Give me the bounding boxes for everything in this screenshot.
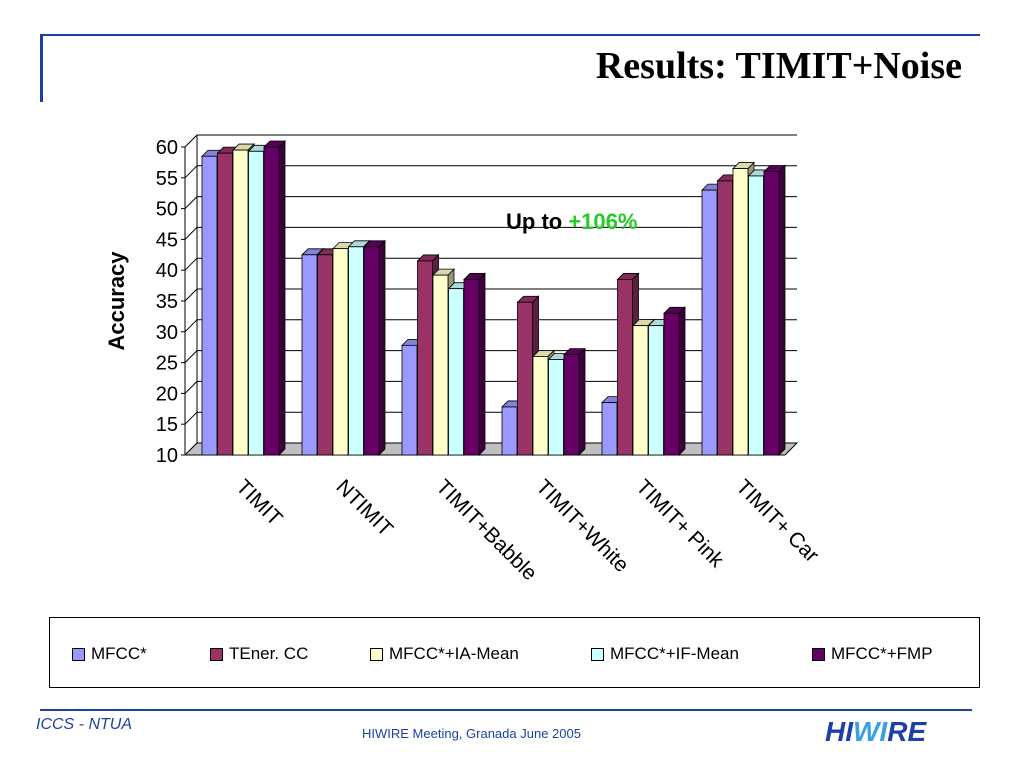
gridline-side xyxy=(184,319,198,333)
y-tick-label: 35 xyxy=(156,291,178,313)
bar-side xyxy=(778,164,786,456)
x-tick-label: TIMIT+White xyxy=(531,475,633,577)
legend-label: TEner. CC xyxy=(229,644,309,663)
y-tick-label: 40 xyxy=(156,260,178,282)
bar xyxy=(417,260,433,456)
bar xyxy=(301,254,318,456)
y-tick-label: 30 xyxy=(156,322,178,344)
legend-swatch xyxy=(370,647,383,661)
bar xyxy=(763,171,780,456)
gridline-side xyxy=(184,288,198,302)
bar xyxy=(663,312,680,456)
bar xyxy=(632,325,649,456)
bar xyxy=(217,152,233,456)
y-tick-label: 20 xyxy=(156,383,178,405)
bar xyxy=(463,279,480,456)
bar-side xyxy=(478,272,486,456)
bar xyxy=(617,279,633,456)
bar xyxy=(648,325,664,456)
y-tick-label: 10 xyxy=(156,445,178,467)
bar xyxy=(532,356,549,456)
y-axis-label: Accuracy xyxy=(104,251,129,351)
bar xyxy=(748,175,764,456)
legend-item: MFCC*+FMP xyxy=(812,644,933,664)
annotation-prefix: Up to xyxy=(506,209,568,234)
bar xyxy=(548,359,564,456)
legend-item: TEner. CC xyxy=(210,644,308,664)
bar xyxy=(317,254,333,456)
x-tick-label: TIMIT+ Car xyxy=(731,475,823,567)
y-tick-label: 15 xyxy=(156,414,178,436)
gridline-side xyxy=(184,134,198,148)
bar xyxy=(232,149,249,456)
bar xyxy=(717,180,733,456)
bar xyxy=(248,150,264,456)
title-frame-top-line xyxy=(42,34,980,36)
footer-divider xyxy=(40,709,972,711)
footer-meeting: HIWIRE Meeting, Granada June 2005 xyxy=(362,726,581,741)
bar-side xyxy=(678,306,686,456)
gridline-side xyxy=(184,381,198,394)
gridline-side xyxy=(184,350,198,363)
bar xyxy=(401,344,418,456)
bar xyxy=(517,301,533,456)
bar xyxy=(448,288,464,456)
chart-annotation: Up to +106% xyxy=(506,209,637,234)
bar xyxy=(701,189,718,456)
footer-organization: ICCS - NTUA xyxy=(36,716,132,733)
x-tick-label: NTIMIT xyxy=(331,475,397,541)
chart-legend: MFCC* TEner. CC MFCC*+IA-Mean MFCC*+IF-Mean… xyxy=(49,617,980,688)
legend-swatch xyxy=(210,647,223,661)
bar-chart: 10 15 20 25 30 35 40 45 50 55 60 Accuracy TIMIT NTIMI… xyxy=(104,134,823,585)
legend-label: MFCC*+IF-Mean xyxy=(610,644,739,663)
bar xyxy=(363,246,380,456)
x-tick-label: TIMIT xyxy=(231,475,286,530)
bar xyxy=(332,248,349,456)
legend-item: MFCC* xyxy=(72,644,147,664)
y-tick-label: 60 xyxy=(156,137,178,159)
legend-item: MFCC*+IA-Mean xyxy=(370,644,519,664)
y-tick-label: 55 xyxy=(156,168,178,190)
y-tick-label: 25 xyxy=(156,353,178,375)
slide-title: Results: TIMIT+Noise xyxy=(595,45,962,87)
gridline-side xyxy=(184,411,198,425)
annotation-highlight: +106% xyxy=(568,209,637,234)
bar xyxy=(348,246,364,456)
bar xyxy=(601,402,618,456)
bar-side xyxy=(278,140,286,456)
legend-item: MFCC*+IF-Mean xyxy=(591,644,739,664)
bar xyxy=(501,406,518,456)
legend-label: MFCC*+FMP xyxy=(831,644,933,663)
bar xyxy=(201,155,218,456)
hiwire-logo: HIWIRE xyxy=(825,716,927,747)
legend-swatch xyxy=(591,647,604,661)
gridline-side xyxy=(184,165,198,179)
gridline-side xyxy=(184,227,198,240)
bar xyxy=(263,146,280,456)
gridline-side xyxy=(184,257,198,271)
gridline-side xyxy=(184,196,198,209)
bar xyxy=(563,354,580,456)
bar xyxy=(432,274,449,456)
bar-side xyxy=(578,347,586,456)
x-tick-label: TIMIT+ Pink xyxy=(631,475,728,572)
bar-side xyxy=(378,239,386,456)
legend-label: MFCC* xyxy=(91,644,147,663)
legend-swatch xyxy=(72,647,85,661)
y-tick-label: 45 xyxy=(156,229,178,251)
bar xyxy=(732,168,749,456)
legend-label: MFCC*+IA-Mean xyxy=(389,644,519,663)
legend-swatch xyxy=(812,647,825,661)
y-tick-label: 50 xyxy=(156,199,178,221)
title-frame-left-line xyxy=(40,34,43,102)
x-tick-label: TIMIT+Babble xyxy=(431,475,541,585)
